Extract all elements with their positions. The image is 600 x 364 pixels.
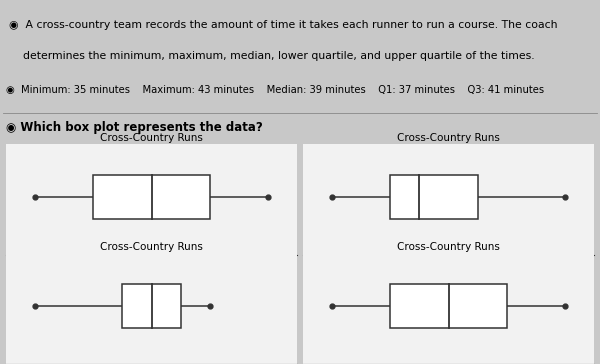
Text: ◉  A cross-country team records the amount of time it takes each runner to run a: ◉ A cross-country team records the amoun…	[9, 20, 557, 30]
Title: Cross-Country Runs: Cross-Country Runs	[397, 133, 500, 143]
Bar	[390, 284, 506, 328]
Bar	[390, 175, 478, 219]
Bar	[122, 284, 181, 328]
Text: ◉  Minimum: 35 minutes    Maximum: 43 minutes    Median: 39 minutes    Q1: 37 mi: ◉ Minimum: 35 minutes Maximum: 43 minute…	[6, 85, 544, 95]
Title: Cross-Country Runs: Cross-Country Runs	[100, 133, 203, 143]
X-axis label: Time (min): Time (min)	[424, 271, 473, 280]
Bar	[93, 175, 210, 219]
X-axis label: Time (min): Time (min)	[127, 271, 176, 280]
Title: Cross-Country Runs: Cross-Country Runs	[100, 242, 203, 252]
Text: ◉ Which box plot represents the data?: ◉ Which box plot represents the data?	[6, 120, 263, 134]
Title: Cross-Country Runs: Cross-Country Runs	[397, 242, 500, 252]
Text: determines the minimum, maximum, median, lower quartile, and upper quartile of t: determines the minimum, maximum, median,…	[9, 51, 535, 61]
